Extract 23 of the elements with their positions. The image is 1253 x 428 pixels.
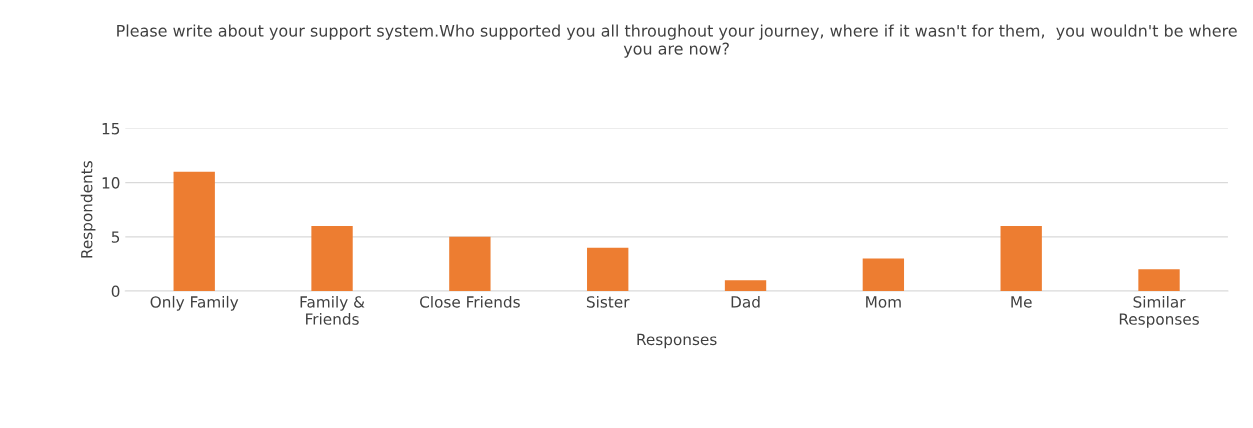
bar: [724, 280, 767, 292]
x-tick-label: Close Friends: [420, 295, 520, 308]
y-axis-title: Respondents: [80, 161, 96, 258]
x-tick-label: Only Family: [150, 295, 239, 311]
x-tick-label: Similar Responses: [1119, 295, 1199, 328]
bar: [449, 236, 491, 292]
bar: [862, 258, 905, 292]
bar: [173, 171, 215, 292]
x-tick-label: Mom: [866, 296, 901, 308]
x-tick-label: Me: [1011, 296, 1032, 308]
bar: [1138, 269, 1180, 292]
x-tick-label: Family & Friends: [300, 295, 365, 325]
x-axis-title: Responses: [637, 333, 717, 349]
bar: [311, 225, 353, 292]
y-tick-label: 10: [102, 177, 120, 189]
y-tick-label: 15: [102, 123, 120, 135]
bar: [587, 247, 629, 292]
chart-title: Please write about your support system.Who supported you all throughout your journey, where if it wasn't for them, you wouldn't be where you are now?: [117, 24, 1237, 58]
y-tick-label: 5: [111, 231, 120, 243]
bar: [1000, 225, 1042, 292]
y-tick-label: 0: [111, 285, 120, 298]
x-tick-label: Sister: [586, 295, 630, 308]
x-tick-label: Dad: [731, 295, 760, 308]
